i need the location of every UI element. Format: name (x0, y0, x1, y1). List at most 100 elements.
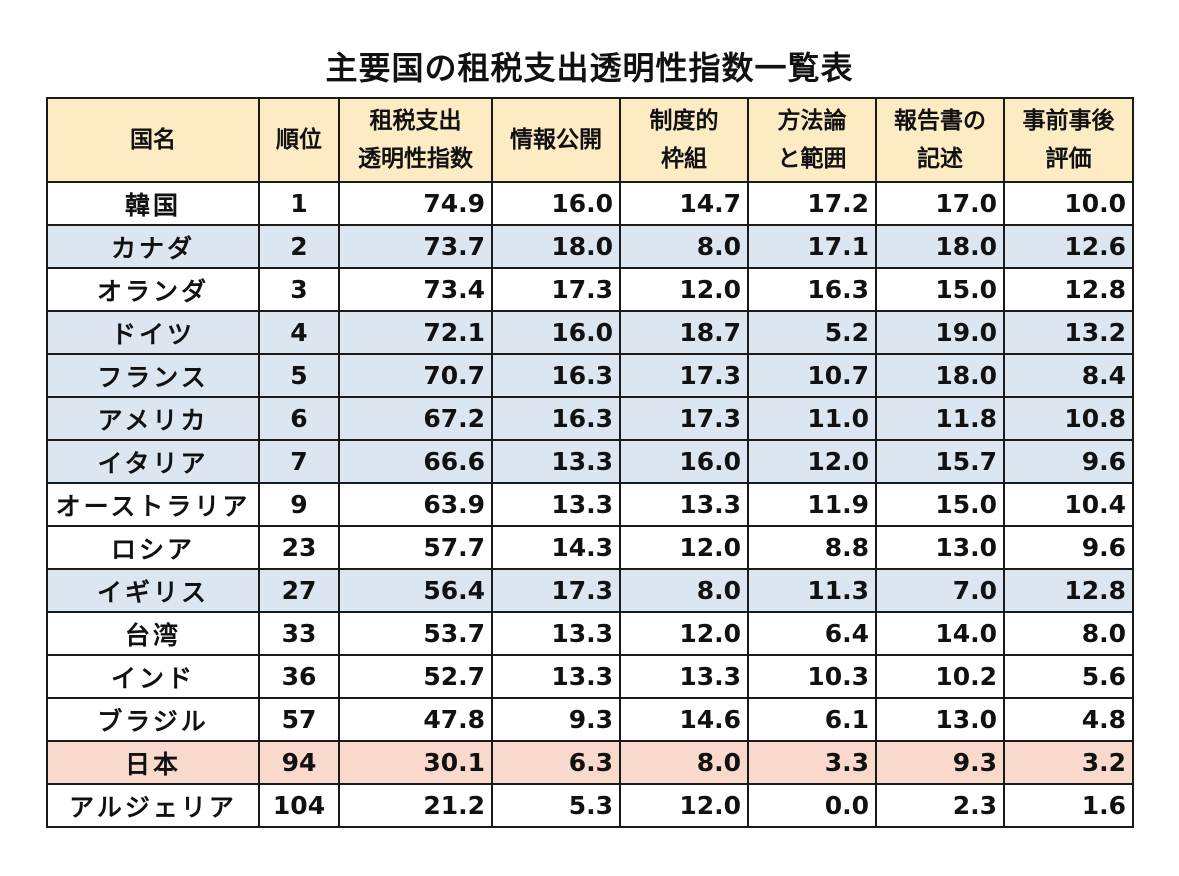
cell-evaluation: 1.6 (1003, 783, 1134, 828)
cell-report-description: 15.0 (875, 267, 1005, 312)
cell-country: 日本 (46, 740, 260, 785)
header-label-line1: 租税支出 (369, 108, 462, 134)
cell-rank: 7 (258, 439, 340, 484)
cell-institutional-framework: 14.6 (619, 697, 749, 742)
cell-report-description: 15.0 (875, 482, 1005, 527)
cell-transparency-index: 57.7 (338, 525, 493, 570)
table-row: 台湾 33 53.7 13.3 12.0 6.4 14.0 8.0 (46, 611, 1134, 656)
cell-evaluation: 12.8 (1003, 568, 1134, 613)
cell-institutional-framework: 18.7 (619, 310, 749, 355)
cell-transparency-index: 52.7 (338, 654, 493, 699)
cell-information-disclosure: 16.0 (491, 310, 621, 355)
cell-rank: 33 (258, 611, 340, 656)
cell-country: アルジェリア (46, 783, 260, 828)
cell-methodology-scope: 10.3 (747, 654, 877, 699)
table-row: ロシア 23 57.7 14.3 12.0 8.8 13.0 9.6 (46, 525, 1134, 570)
cell-information-disclosure: 17.3 (491, 267, 621, 312)
cell-rank: 2 (258, 224, 340, 269)
cell-information-disclosure: 13.3 (491, 439, 621, 484)
cell-institutional-framework: 12.0 (619, 267, 749, 312)
cell-information-disclosure: 14.3 (491, 525, 621, 570)
cell-transparency-index: 47.8 (338, 697, 493, 742)
transparency-index-table: 国名 順位 租税支出 透明性指数 情報公開 制度的 枠組 方法論 と範囲 報告書の 記述 事前事後 評価… (46, 97, 1134, 828)
cell-methodology-scope: 17.2 (747, 181, 877, 226)
cell-transparency-index: 53.7 (338, 611, 493, 656)
header-label-line1: 方法論 (777, 108, 847, 134)
cell-report-description: 18.0 (875, 224, 1005, 269)
cell-information-disclosure: 5.3 (491, 783, 621, 828)
cell-rank: 9 (258, 482, 340, 527)
cell-information-disclosure: 6.3 (491, 740, 621, 785)
table-header: 国名 順位 租税支出 透明性指数 情報公開 制度的 枠組 方法論 と範囲 報告書の 記述 事前事後 評価 (46, 97, 1134, 183)
table-row: オーストラリア 9 63.9 13.3 13.3 11.9 15.0 10.4 (46, 482, 1134, 527)
cell-information-disclosure: 13.3 (491, 482, 621, 527)
cell-institutional-framework: 13.3 (619, 482, 749, 527)
table-row: イタリア 7 66.6 13.3 16.0 12.0 15.7 9.6 (46, 439, 1134, 484)
table-row: アメリカ 6 67.2 16.3 17.3 11.0 11.8 10.8 (46, 396, 1134, 441)
cell-report-description: 2.3 (875, 783, 1005, 828)
cell-institutional-framework: 13.3 (619, 654, 749, 699)
cell-transparency-index: 56.4 (338, 568, 493, 613)
table-body: 韓国 1 74.9 16.0 14.7 17.2 17.0 10.0 カナダ 2 73.7 18.0 8… (46, 181, 1134, 828)
table-row: 韓国 1 74.9 16.0 14.7 17.2 17.0 10.0 (46, 181, 1134, 226)
cell-information-disclosure: 17.3 (491, 568, 621, 613)
header-rank: 順位 (258, 97, 340, 183)
cell-institutional-framework: 8.0 (619, 740, 749, 785)
table-title: 主要国の租税支出透明性指数一覧表 (325, 49, 854, 87)
cell-evaluation: 3.2 (1003, 740, 1134, 785)
header-institutional-framework: 制度的 枠組 (619, 97, 749, 183)
cell-methodology-scope: 8.8 (747, 525, 877, 570)
cell-information-disclosure: 16.3 (491, 396, 621, 441)
cell-institutional-framework: 12.0 (619, 783, 749, 828)
header-label-line2: 評価 (1045, 146, 1092, 172)
header-label-line1: 事前事後 (1022, 108, 1115, 134)
cell-report-description: 14.0 (875, 611, 1005, 656)
cell-report-description: 18.0 (875, 353, 1005, 398)
cell-transparency-index: 66.6 (338, 439, 493, 484)
cell-institutional-framework: 12.0 (619, 525, 749, 570)
cell-transparency-index: 74.9 (338, 181, 493, 226)
header-label-line2: と範囲 (777, 146, 847, 172)
cell-methodology-scope: 6.1 (747, 697, 877, 742)
cell-methodology-scope: 16.3 (747, 267, 877, 312)
cell-evaluation: 10.8 (1003, 396, 1134, 441)
header-information-disclosure: 情報公開 (491, 97, 621, 183)
cell-report-description: 9.3 (875, 740, 1005, 785)
header-transparency-index: 租税支出 透明性指数 (338, 97, 493, 183)
header-label-line2: 枠組 (661, 146, 707, 172)
cell-information-disclosure: 13.3 (491, 611, 621, 656)
header-report-description: 報告書の 記述 (875, 97, 1005, 183)
cell-methodology-scope: 3.3 (747, 740, 877, 785)
cell-institutional-framework: 12.0 (619, 611, 749, 656)
cell-rank: 104 (258, 783, 340, 828)
cell-institutional-framework: 8.0 (619, 568, 749, 613)
cell-rank: 94 (258, 740, 340, 785)
cell-transparency-index: 72.1 (338, 310, 493, 355)
cell-rank: 36 (258, 654, 340, 699)
cell-country: 台湾 (46, 611, 260, 656)
header-evaluation: 事前事後 評価 (1003, 97, 1134, 183)
cell-transparency-index: 70.7 (338, 353, 493, 398)
cell-evaluation: 8.4 (1003, 353, 1134, 398)
cell-report-description: 15.7 (875, 439, 1005, 484)
cell-evaluation: 12.8 (1003, 267, 1134, 312)
cell-evaluation: 8.0 (1003, 611, 1134, 656)
cell-transparency-index: 67.2 (338, 396, 493, 441)
header-label-line1: 情報公開 (510, 127, 602, 153)
cell-rank: 5 (258, 353, 340, 398)
cell-country: アメリカ (46, 396, 260, 441)
cell-institutional-framework: 17.3 (619, 353, 749, 398)
cell-methodology-scope: 11.0 (747, 396, 877, 441)
cell-information-disclosure: 16.0 (491, 181, 621, 226)
cell-report-description: 10.2 (875, 654, 1005, 699)
cell-institutional-framework: 17.3 (619, 396, 749, 441)
cell-rank: 27 (258, 568, 340, 613)
cell-evaluation: 13.2 (1003, 310, 1134, 355)
header-label-line1: 制度的 (649, 108, 719, 134)
cell-transparency-index: 73.7 (338, 224, 493, 269)
cell-report-description: 17.0 (875, 181, 1005, 226)
cell-methodology-scope: 10.7 (747, 353, 877, 398)
cell-report-description: 19.0 (875, 310, 1005, 355)
table-row: イギリス 27 56.4 17.3 8.0 11.3 7.0 12.8 (46, 568, 1134, 613)
cell-information-disclosure: 13.3 (491, 654, 621, 699)
